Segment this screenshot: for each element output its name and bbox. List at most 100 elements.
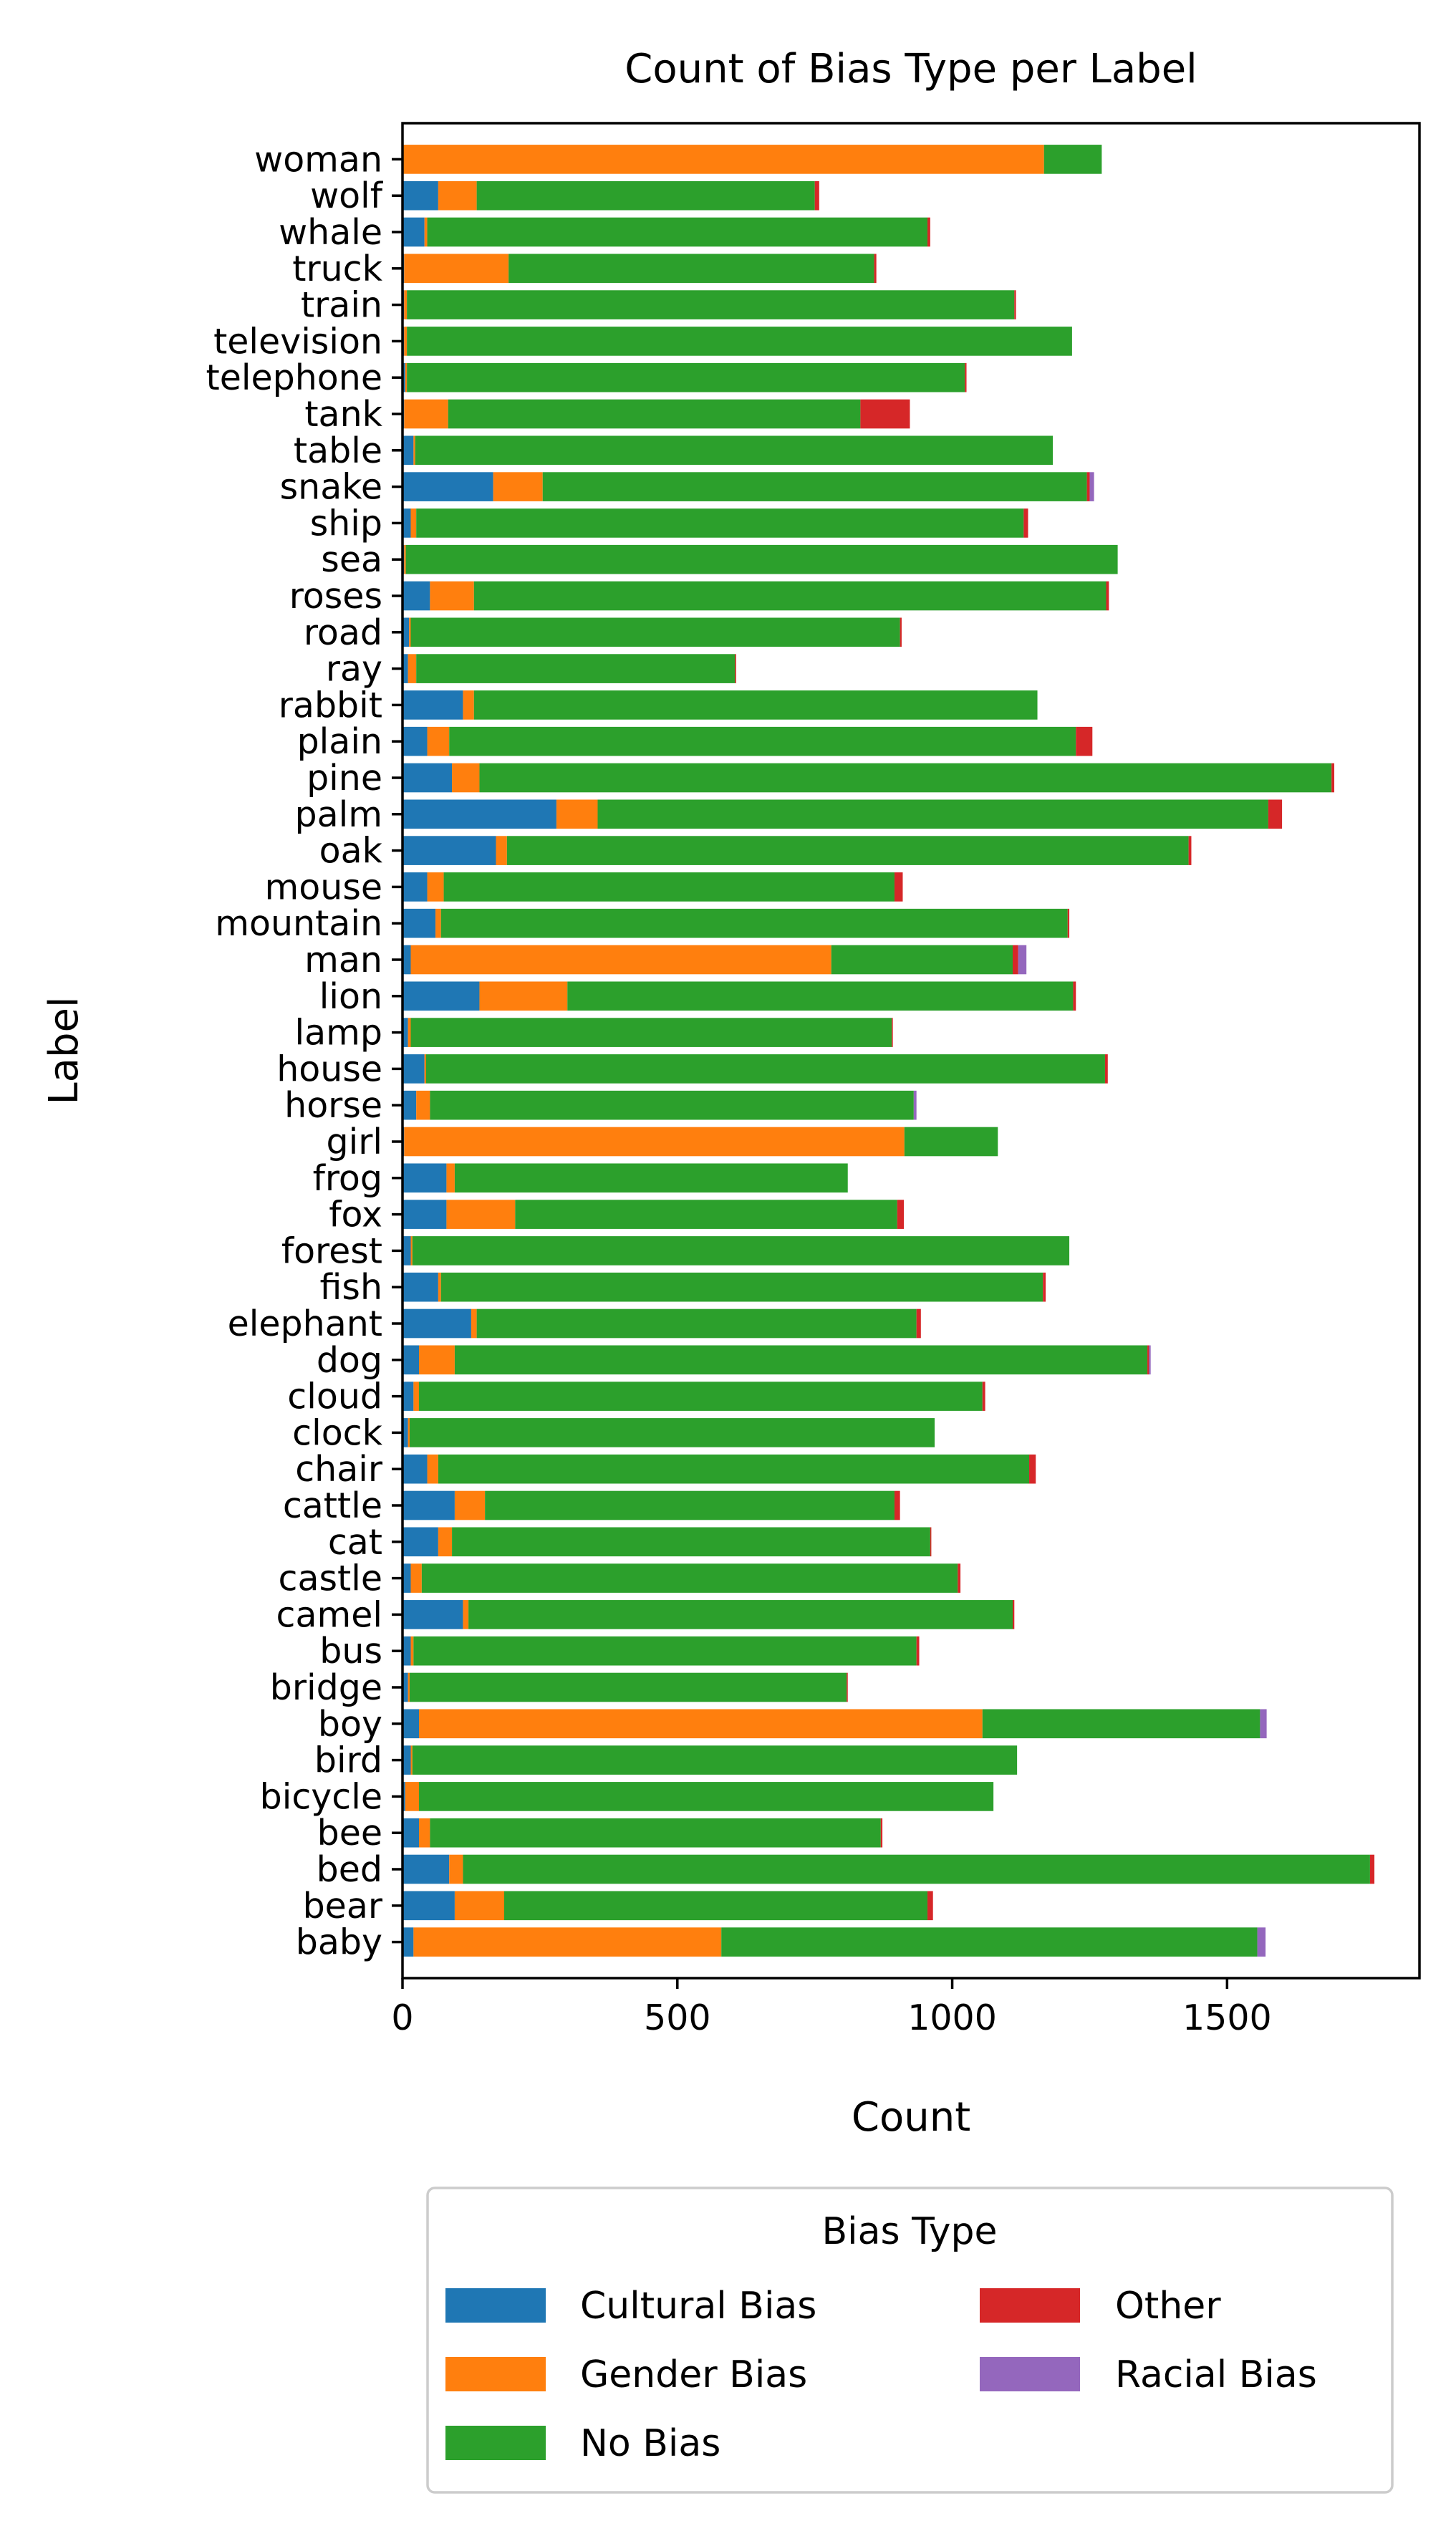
bar-house-gender-bias <box>424 1054 427 1084</box>
bar-fox-cultural-bias <box>402 1200 447 1229</box>
bar-fish-gender-bias <box>438 1272 441 1302</box>
y-tick-label-ship: ship <box>310 503 382 544</box>
bar-cattle-other <box>894 1490 900 1520</box>
y-tick-label-bird: bird <box>314 1740 382 1781</box>
y-tick-label-bed: bed <box>317 1849 382 1890</box>
y-tick-label-clock: clock <box>292 1412 382 1453</box>
bar-ray-other <box>735 654 736 683</box>
bar-bus-cultural-bias <box>402 1636 411 1666</box>
bar-chair-no-bias <box>438 1454 1030 1484</box>
bar-elephant-gender-bias <box>471 1308 477 1339</box>
bar-table-cultural-bias <box>402 435 414 466</box>
bar-frog-no-bias <box>454 1163 848 1193</box>
bar-snake-cultural-bias <box>402 472 493 501</box>
bar-mountain-other <box>1067 908 1070 938</box>
bar-man-other <box>1013 945 1018 975</box>
bar-pine-no-bias <box>479 763 1332 793</box>
y-tick-label-woman: woman <box>254 139 382 180</box>
bar-baby-cultural-bias <box>402 1927 414 1957</box>
bar-palm-cultural-bias <box>402 799 556 829</box>
bar-camel-gender-bias <box>463 1600 469 1629</box>
bar-telephone-no-bias <box>407 362 965 392</box>
y-tick-label-dog: dog <box>317 1340 382 1381</box>
y-tick-label-television: television <box>213 321 382 362</box>
bar-bed-gender-bias <box>449 1854 463 1884</box>
y-tick-label-rabbit: rabbit <box>279 685 382 725</box>
bar-clock-gender-bias <box>408 1418 410 1447</box>
bar-telephone-other <box>965 362 967 392</box>
y-tick-label-pine: pine <box>307 758 382 799</box>
bar-castle-no-bias <box>421 1563 958 1593</box>
y-tick-label-baby: baby <box>296 1922 382 1963</box>
legend-box <box>426 2187 1394 2494</box>
x-tick-label: 1000 <box>907 1997 997 2038</box>
bar-snake-no-bias <box>542 472 1087 501</box>
bar-baby-no-bias <box>721 1927 1258 1957</box>
bar-boy-gender-bias <box>419 1709 983 1739</box>
y-tick-label-castle: castle <box>279 1558 382 1599</box>
bar-wolf-gender-bias <box>438 180 477 211</box>
bar-wolf-cultural-bias <box>402 180 438 211</box>
bar-woman-no-bias <box>1043 145 1102 174</box>
legend-title: Bias Type <box>821 2210 997 2253</box>
bar-bear-other <box>927 1891 933 1921</box>
bar-bed-cultural-bias <box>402 1854 450 1884</box>
bar-dog-cultural-bias <box>402 1345 420 1375</box>
y-tick-label-mouse: mouse <box>265 867 382 907</box>
bar-cattle-no-bias <box>485 1490 895 1520</box>
bar-bridge-cultural-bias <box>402 1672 408 1702</box>
x-tick-label: 500 <box>644 1997 711 2038</box>
bar-mouse-other <box>894 872 903 902</box>
bar-dog-other <box>1147 1345 1149 1375</box>
y-axis-label: Label <box>41 996 87 1104</box>
y-tick-label-fox: fox <box>329 1195 382 1235</box>
bar-girl-gender-bias <box>404 1127 905 1157</box>
bar-bicycle-gender-bias <box>405 1782 420 1811</box>
bar-sea-no-bias <box>405 544 1118 574</box>
bar-clock-cultural-bias <box>402 1418 408 1447</box>
bar-ray-gender-bias <box>408 654 417 683</box>
legend: Bias Type Cultural Bias Gender Bias No Bia… <box>426 2187 1394 2494</box>
bar-ship-cultural-bias <box>402 508 411 538</box>
legend-swatch-no-bias <box>445 2426 546 2460</box>
y-tick-label-fish: fish <box>320 1267 382 1308</box>
bar-horse-racial-bias <box>913 1090 917 1120</box>
bar-pine-gender-bias <box>452 763 480 793</box>
bar-cat-gender-bias <box>438 1527 453 1557</box>
bar-ship-gender-bias <box>410 508 417 538</box>
y-tick-label-bee: bee <box>317 1813 382 1853</box>
bar-bed-other <box>1369 1854 1375 1884</box>
bar-bee-gender-bias <box>419 1818 430 1848</box>
bar-cattle-cultural-bias <box>402 1490 455 1520</box>
y-tick-label-horse: horse <box>284 1085 382 1126</box>
bar-telephone-gender-bias <box>405 362 408 392</box>
y-tick-label-ray: ray <box>326 649 382 690</box>
bar-rabbit-gender-bias <box>463 690 474 720</box>
bar-rabbit-no-bias <box>473 690 1038 720</box>
x-axis-label: Count <box>852 2094 970 2141</box>
bar-bus-gender-bias <box>410 1636 414 1666</box>
bar-roses-no-bias <box>473 581 1107 611</box>
bar-house-other <box>1104 1054 1108 1084</box>
y-tick-label-man: man <box>304 940 382 980</box>
bar-mountain-gender-bias <box>435 908 441 938</box>
bar-palm-no-bias <box>597 799 1268 829</box>
bar-ship-no-bias <box>416 508 1024 538</box>
y-tick-label-elephant: elephant <box>228 1303 382 1344</box>
y-tick-label-truck: truck <box>292 249 382 289</box>
bar-cat-cultural-bias <box>402 1527 438 1557</box>
bar-truck-no-bias <box>508 254 874 284</box>
bar-house-cultural-bias <box>402 1054 425 1084</box>
bar-camel-other <box>1013 1600 1015 1629</box>
plot-frame <box>401 122 1421 1980</box>
y-tick-label-bicycle: bicycle <box>260 1776 382 1817</box>
bar-cat-other <box>930 1527 932 1557</box>
bar-telephone-cultural-bias <box>402 362 405 392</box>
bar-camel-no-bias <box>468 1600 1013 1629</box>
bar-bridge-other <box>847 1672 848 1702</box>
y-axis-ticks: womanwolfwhaletrucktraintelevisionteleph… <box>206 139 402 1963</box>
bar-roses-gender-bias <box>430 581 474 611</box>
bar-whale-other <box>927 217 930 247</box>
bar-bridge-no-bias <box>409 1672 847 1702</box>
